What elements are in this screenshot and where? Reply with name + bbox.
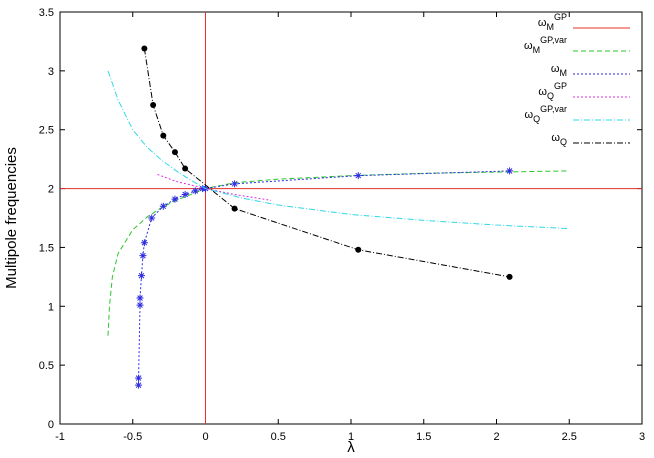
legend-sup: GP	[554, 12, 567, 22]
legend-label: ωQ	[551, 132, 567, 147]
x-tick-label: 2.5	[562, 431, 577, 443]
data-point	[141, 45, 148, 52]
legend-label: ωMGP	[538, 12, 567, 32]
data-point	[231, 180, 239, 188]
data-point	[150, 101, 157, 108]
legend-base: ω	[524, 40, 533, 52]
data-point	[148, 214, 156, 222]
data-point	[160, 132, 167, 139]
legend-label: ωMGP,var	[524, 35, 567, 55]
legend-label: ωQGP	[538, 81, 567, 101]
legend-sub: M	[546, 22, 554, 32]
y-tick-label: 3.5	[39, 7, 54, 19]
x-tick-label: 1.5	[416, 431, 431, 443]
series-line	[138, 170, 510, 386]
y-tick-label: 2.5	[39, 125, 54, 137]
data-point	[136, 294, 144, 302]
y-tick-label: 0.5	[39, 360, 54, 372]
legend-sup: GP	[554, 81, 567, 91]
legend-sub: Q	[560, 137, 567, 147]
y-tick-label: 3	[48, 66, 54, 78]
x-tick-label: -0.5	[123, 431, 142, 443]
data-point	[506, 273, 513, 280]
data-point	[136, 301, 144, 309]
data-point	[171, 149, 178, 156]
legend-label: ωQGP,var	[525, 104, 567, 124]
data-point	[135, 381, 143, 389]
x-tick-label: -1	[55, 431, 65, 443]
series-line	[107, 70, 570, 230]
data-point	[171, 195, 179, 203]
data-point	[140, 239, 148, 247]
legend-base: ω	[551, 132, 560, 144]
legend-sub: M	[560, 68, 568, 78]
data-point	[182, 165, 189, 172]
legend-base: ω	[525, 109, 534, 121]
series-line	[143, 48, 510, 278]
x-tick-label: 0	[202, 431, 208, 443]
x-tick-label: 1	[348, 431, 354, 443]
legend-label: ωM	[551, 63, 567, 78]
legend-base: ω	[538, 17, 547, 29]
legend-sub: M	[533, 45, 541, 55]
legend-base: ω	[538, 86, 547, 98]
legend-base: ω	[551, 63, 560, 75]
x-tick-label: 2	[493, 431, 499, 443]
data-point	[191, 187, 199, 195]
y-tick-label: 1	[48, 301, 54, 313]
legend-sub: Q	[547, 91, 554, 101]
data-point	[139, 252, 147, 260]
data-point	[181, 190, 189, 198]
data-point	[231, 205, 238, 212]
y-tick-label: 0	[48, 419, 54, 431]
y-tick-label: 2	[48, 184, 54, 196]
x-axis-label: λ	[347, 439, 355, 456]
y-axis-label: Multipole frequencies	[3, 147, 20, 289]
legend-sub: Q	[533, 114, 540, 124]
series-line	[157, 173, 272, 201]
plot-frame	[59, 11, 643, 425]
series-line	[107, 170, 570, 336]
data-point	[354, 172, 362, 180]
data-point	[159, 202, 167, 210]
x-tick-label: 0.5	[271, 431, 286, 443]
data-point	[137, 272, 145, 280]
data-point	[506, 167, 514, 175]
y-tick-label: 1.5	[39, 242, 54, 254]
data-point	[355, 246, 362, 253]
legend-sup: GP,var	[540, 35, 567, 45]
data-point	[135, 374, 143, 382]
legend-sup: GP,var	[540, 104, 567, 114]
x-tick-label: 3	[639, 431, 645, 443]
